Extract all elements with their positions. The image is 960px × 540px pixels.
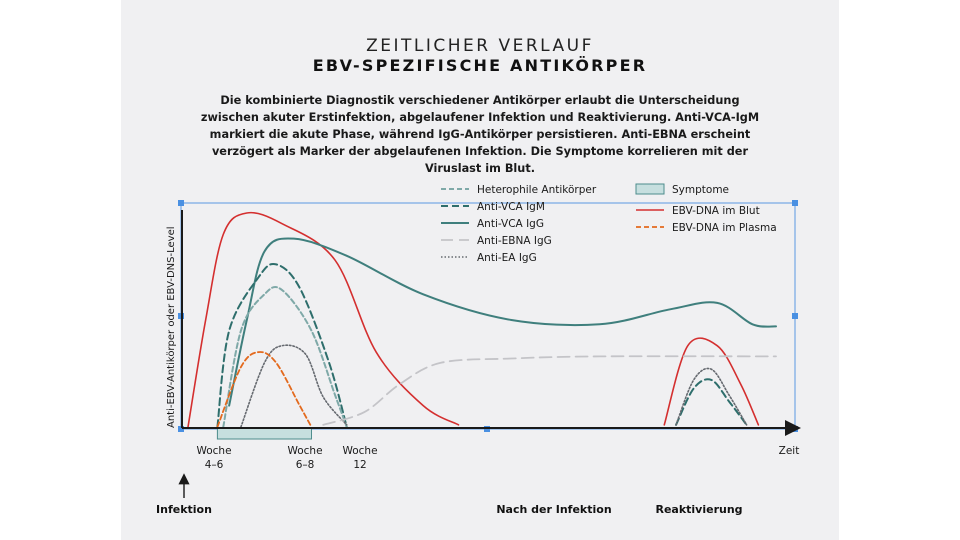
series-line-vca_igm-2 <box>675 378 748 426</box>
legend-label-ea: Anti-EA IgG <box>477 252 537 264</box>
x-tick-label-1a: Woche <box>196 445 231 457</box>
y-axis-label: Anti-EBV-Antikörper oder EBV-DNS-Level <box>166 226 177 428</box>
title-line-1: ZEITLICHER VERLAUF <box>366 36 594 56</box>
series-line-dna_blut-2 <box>663 337 760 426</box>
reactivation-label: Reaktivierung <box>655 503 742 516</box>
infection-label: Infektion <box>156 503 212 516</box>
handle-bottom-left <box>178 426 184 432</box>
symptome-band <box>216 427 312 440</box>
legend-swatch-symptome <box>635 183 665 195</box>
legend-label-symptome: Symptome <box>672 184 729 196</box>
x-tick-label-3b: 12 <box>353 459 366 471</box>
legend-label-heterophile: Heterophile Antikörper <box>477 184 597 196</box>
legend-label-vca_igg: Anti-VCA IgG <box>477 218 544 230</box>
series-group <box>187 211 777 428</box>
series-line-vca_igg <box>228 237 777 407</box>
series-line-ebna <box>322 355 777 426</box>
x-tick-label-3a: Woche <box>342 445 377 457</box>
handle-top-right <box>792 200 798 206</box>
x-tick-label-2a: Woche <box>287 445 322 457</box>
series-line-heterophile <box>222 285 348 428</box>
description: Die kombinierte Diagnostik verschiedener… <box>200 94 760 175</box>
series-line-ea-1 <box>240 344 348 428</box>
series-line-vca_igm-1 <box>216 262 348 428</box>
title-line-2: EBV-SPEZIFISCHE ANTIKÖRPER <box>312 56 648 75</box>
x-tick-labels: Woche 4–6 Woche 6–8 Woche 12 <box>196 445 377 471</box>
series-line-ea-2 <box>675 367 748 426</box>
legend-label-ebna: Anti-EBNA IgG <box>477 235 552 247</box>
x-axis-label: Zeit <box>779 445 800 457</box>
after-infection-label: Nach der Infektion <box>496 503 611 516</box>
legend-label-dna_blut: EBV-DNA im Blut <box>672 205 760 217</box>
legend-label-dna_plasma: EBV-DNA im Plasma <box>672 222 777 234</box>
x-tick-label-1b: 4–6 <box>205 459 224 471</box>
legend-label-vca_igm: Anti-VCA IgM <box>477 201 545 213</box>
chart-background <box>121 0 839 540</box>
handle-top-left <box>178 200 184 206</box>
series-line-dna_blut-1 <box>187 211 460 428</box>
x-tick-label-2b: 6–8 <box>296 459 315 471</box>
series-line-dna_plasma <box>216 351 313 428</box>
handle-middle-right <box>792 313 798 319</box>
legend: Heterophile Antikörper Anti-VCA IgM Anti-V… <box>441 183 777 264</box>
